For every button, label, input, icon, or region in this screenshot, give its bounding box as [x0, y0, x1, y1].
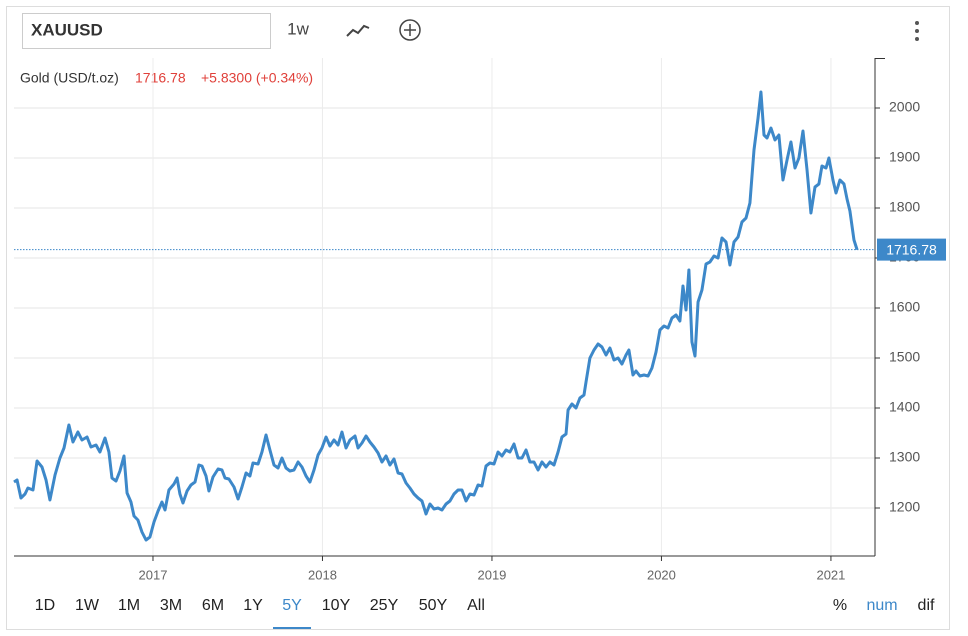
range-button[interactable]: 10Y — [322, 597, 351, 614]
y-tick-label: 1600 — [889, 299, 920, 315]
bottom-bar: 1D 1W 1M 3M 6M 1Y 5Y 10Y 25Y 50Y All% num dif — [35, 597, 935, 629]
range-button[interactable]: 5Y — [282, 597, 302, 614]
price-box-label: 1716.78 — [886, 241, 937, 257]
add-circle — [399, 19, 421, 41]
mode-button[interactable]: dif — [918, 597, 935, 614]
y-tick-label: 1400 — [889, 399, 920, 415]
y-tick-label: 1800 — [889, 199, 920, 215]
price-line — [13, 90, 859, 542]
range-button[interactable]: 1W — [75, 597, 100, 614]
y-tick-label: 1500 — [889, 349, 920, 365]
chart-type-icon[interactable] — [346, 24, 370, 37]
dot — [915, 29, 919, 33]
price-box — [877, 238, 946, 261]
y-tick-label: 1900 — [889, 149, 920, 165]
symbol[interactable]: XAUUSD — [31, 20, 103, 39]
mode-button[interactable]: % — [833, 597, 847, 614]
range-button[interactable]: 25Y — [370, 597, 399, 614]
plot: 1200130014001500160017001800190020002017… — [13, 58, 946, 582]
menu-icon[interactable] — [915, 21, 919, 41]
frame — [6, 6, 950, 630]
quote-price: 1716.78 — [135, 70, 186, 86]
y-tick-label: 2000 — [889, 99, 920, 115]
range-button[interactable]: 1Y — [243, 597, 263, 614]
interval[interactable]: 1w — [287, 19, 309, 38]
y-tick-label: 1200 — [889, 499, 920, 515]
range-button[interactable]: 3M — [160, 597, 182, 614]
add-icon[interactable] — [399, 19, 421, 41]
y-tick-label: 1300 — [889, 449, 920, 465]
quote-name: Gold (USD/t.oz) — [20, 70, 119, 86]
quote-change: +5.8300 (+0.34%) — [201, 70, 313, 86]
x-tick-label: 2021 — [816, 567, 845, 582]
dot — [915, 21, 919, 25]
mode-button[interactable]: num — [866, 597, 897, 614]
x-tick-label: 2018 — [308, 567, 337, 582]
range-button[interactable]: 50Y — [419, 597, 448, 614]
x-tick-label: 2017 — [139, 567, 168, 582]
range-button[interactable]: All — [467, 597, 485, 614]
dot — [915, 37, 919, 41]
range-button[interactable]: 6M — [202, 597, 224, 614]
range-button[interactable]: 1M — [118, 597, 140, 614]
x-tick-label: 2020 — [647, 567, 676, 582]
x-tick-label: 2019 — [477, 567, 506, 582]
symbol-input[interactable] — [22, 13, 271, 49]
range-button[interactable]: 1D — [35, 597, 55, 614]
